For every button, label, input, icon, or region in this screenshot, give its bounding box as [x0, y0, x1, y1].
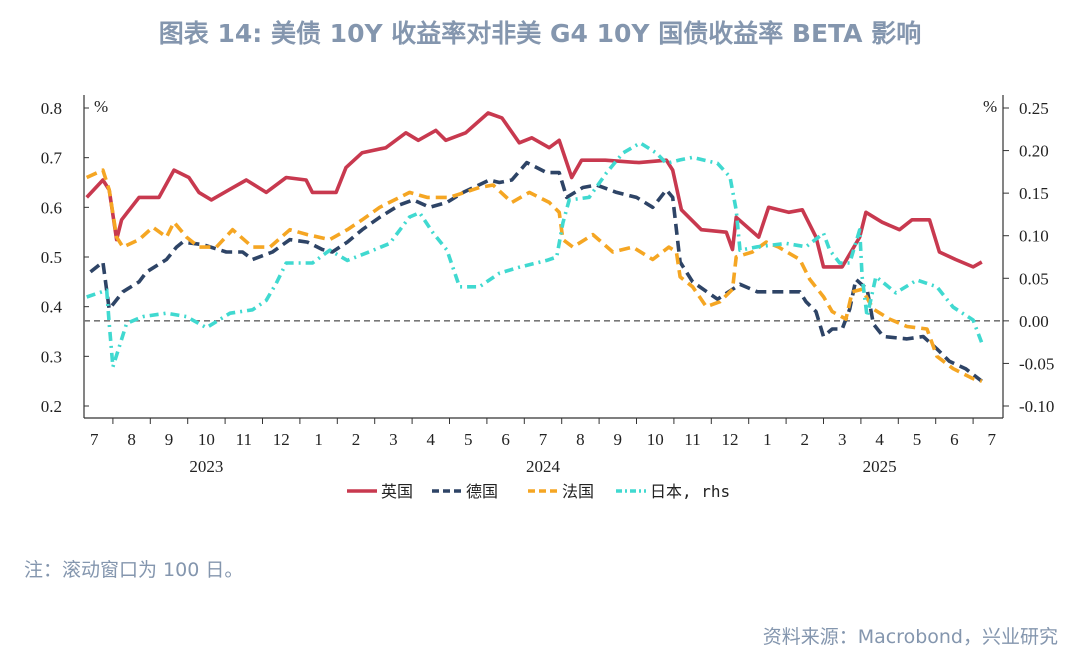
right-tick-label: 0.25 — [1019, 99, 1049, 118]
legend-label: 日本, rhs — [650, 482, 730, 501]
x-month-label: 1 — [314, 430, 323, 449]
x-month-label: 6 — [501, 430, 510, 449]
x-month-label: 12 — [722, 430, 739, 449]
right-tick-label: 0.00 — [1019, 312, 1049, 331]
x-month-label: 2 — [801, 430, 810, 449]
right-tick-label: -0.10 — [1019, 397, 1054, 416]
line-chart: 0.8 0.7 0.6 0.5 0.4 0.3 0.2 0.25 0.20 0.15 0.10 0.0… — [41, 95, 1054, 501]
right-tick-label: 0.20 — [1019, 142, 1049, 161]
right-tick-label: 0.05 — [1019, 269, 1049, 288]
series-line-3 — [85, 168, 983, 383]
x-month-label: 12 — [273, 430, 290, 449]
legend-label: 英国 — [381, 482, 413, 501]
right-tick-label: 0.10 — [1019, 227, 1049, 246]
x-year-label: 2025 — [863, 457, 897, 476]
left-tick-label: 0.3 — [41, 347, 62, 366]
x-month-label: 7 — [90, 430, 99, 449]
x-month-label: 5 — [913, 430, 922, 449]
x-month-label: 2 — [352, 430, 361, 449]
x-year-label: 2024 — [526, 457, 561, 476]
x-month-label: 11 — [684, 430, 700, 449]
x-month-label: 3 — [838, 430, 847, 449]
axes: 0.8 0.7 0.6 0.5 0.4 0.3 0.2 0.25 0.20 0.15 0.10 0.0… — [41, 95, 1054, 476]
chart-source: 资料来源：Macrobond，兴业研究 — [762, 626, 1058, 648]
series-line-1 — [85, 111, 983, 269]
chart-title: 图表 14: 美债 10Y 收益率对非美 G4 10Y 国债收益率 BETA 影… — [158, 19, 922, 48]
series-line-4 — [86, 141, 984, 369]
x-month-label: 11 — [236, 430, 252, 449]
left-tick-label: 0.5 — [41, 248, 62, 267]
x-month-label: 4 — [875, 430, 884, 449]
x-month-label: 10 — [647, 430, 664, 449]
x-month-label: 9 — [165, 430, 174, 449]
legend-label: 法国 — [562, 482, 594, 501]
x-month-label: 9 — [614, 430, 623, 449]
left-tick-label: 0.2 — [41, 397, 62, 416]
x-month-label: 4 — [427, 430, 436, 449]
x-month-label: 7 — [988, 430, 997, 449]
x-month-label: 3 — [389, 430, 398, 449]
left-tick-label: 0.4 — [41, 298, 63, 317]
x-month-label: 8 — [576, 430, 585, 449]
chart-note: 注：滚动窗口为 100 日。 — [24, 559, 244, 581]
left-tick-label: 0.8 — [41, 99, 62, 118]
right-unit-label: % — [983, 97, 997, 116]
x-month-label: 7 — [539, 430, 548, 449]
x-month-label: 8 — [127, 430, 136, 449]
right-tick-label: 0.15 — [1019, 184, 1049, 203]
left-unit-label: % — [94, 97, 108, 116]
left-tick-label: 0.6 — [41, 198, 62, 217]
x-month-label: 1 — [763, 430, 772, 449]
left-tick-label: 0.7 — [41, 149, 63, 168]
x-month-label: 6 — [950, 430, 959, 449]
series-lines — [85, 111, 984, 383]
x-month-label: 5 — [464, 430, 473, 449]
legend: 英国 德国 法国 日本, rhs — [347, 482, 730, 501]
x-year-label: 2023 — [189, 457, 223, 476]
right-tick-label: -0.05 — [1019, 354, 1054, 373]
series-line-2 — [89, 160, 983, 383]
x-month-label: 10 — [198, 430, 215, 449]
legend-label: 德国 — [466, 482, 498, 501]
